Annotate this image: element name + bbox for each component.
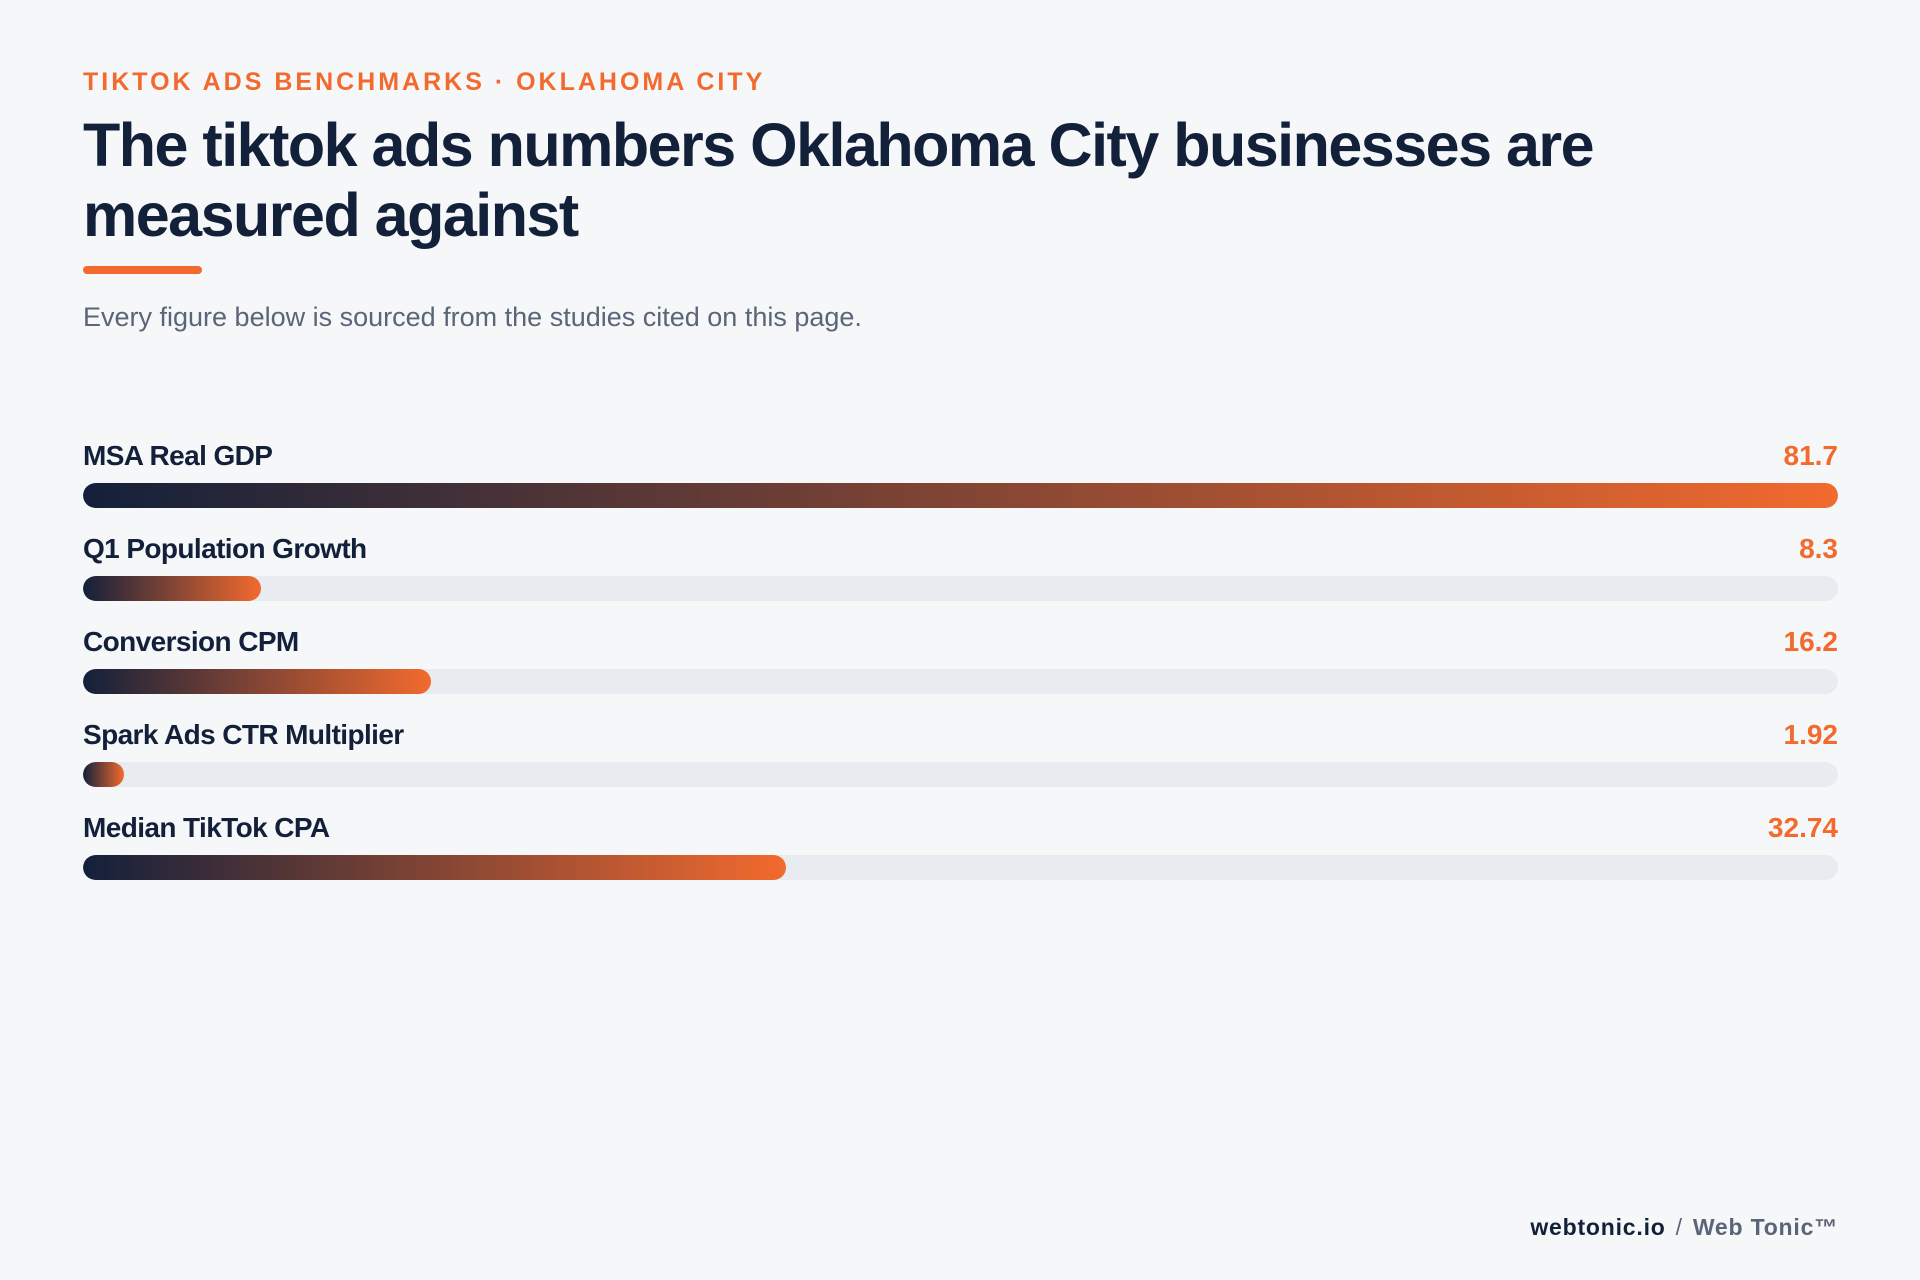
bar: [83, 576, 262, 601]
title-underline: [83, 266, 202, 274]
bar-label: Spark Ads CTR Multiplier: [83, 719, 404, 750]
eyebrow: TIKTOK ADS BENCHMARKS · OKLAHOMA CITY: [83, 68, 766, 96]
bar-track: [83, 576, 1838, 601]
page-title: The tiktok ads numbers Oklahoma City bus…: [83, 111, 1595, 249]
bar-track: [83, 762, 1838, 787]
bar-label: Median TikTok CPA: [83, 812, 330, 843]
subtitle: Every figure below is sourced from the s…: [83, 302, 862, 332]
bar-track: [83, 669, 1838, 694]
bar: [83, 483, 1838, 508]
bar-label: MSA Real GDP: [83, 440, 273, 471]
bar-chart: MSA Real GDP 81.7 Q1 Population Growth 8.3 C…: [83, 0, 1838, 1280]
bar-value-label: 1.92: [1783, 719, 1839, 750]
bar-value-label: 16.2: [1783, 626, 1839, 657]
bar: [83, 762, 125, 787]
bar: [83, 669, 431, 694]
bar-value-label: 81.7: [1783, 440, 1839, 471]
bar-track: [83, 855, 1838, 880]
footer-brand: Web Tonic™: [1692, 1214, 1838, 1240]
bar: [83, 855, 787, 880]
bar-label: Conversion CPM: [83, 626, 299, 657]
footer-domain[interactable]: webtonic.io: [1530, 1214, 1666, 1240]
bar-value-label: 32.74: [1767, 812, 1838, 843]
bar-value-label: 8.3: [1799, 533, 1838, 564]
bar-track: [83, 483, 1838, 508]
footer: webtonic.io / Web Tonic™: [1530, 1214, 1838, 1241]
bar-label: Q1 Population Growth: [83, 533, 367, 564]
footer-separator: /: [1675, 1214, 1683, 1240]
